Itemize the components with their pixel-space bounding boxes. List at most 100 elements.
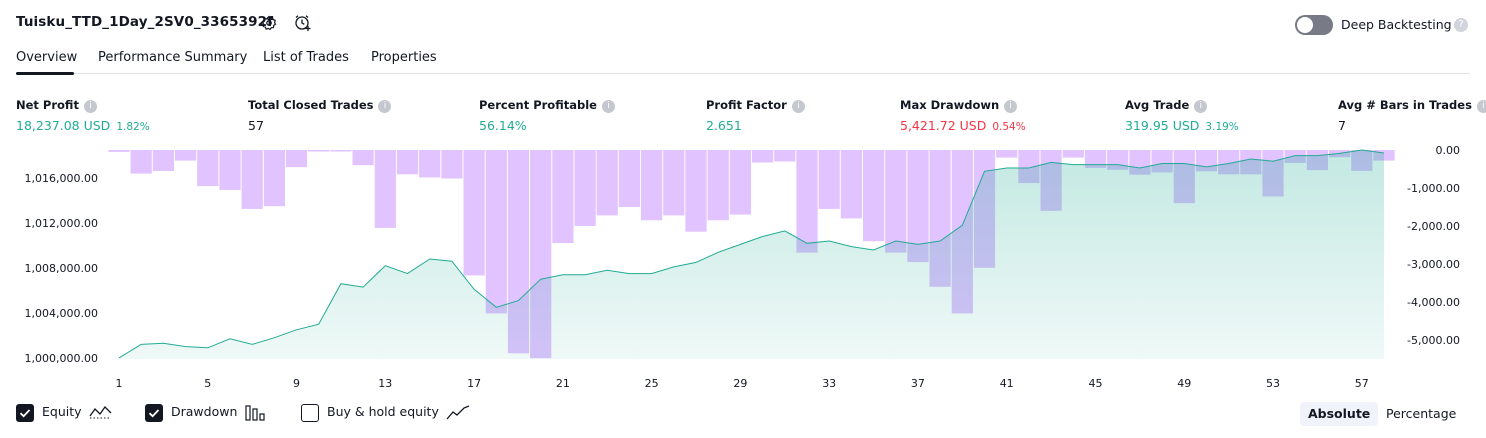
x-axis-tick-label: 9 [293,377,300,390]
x-axis-tick-label: 45 [1089,377,1103,390]
metric-value: 18,237.08 USD [16,118,111,133]
left-axis-tick-label: 1,016,000.00 [25,172,98,185]
buy-hold-line-icon [446,405,470,425]
metric-percent: 0.54% [992,121,1026,133]
drawdown-bar [285,150,308,168]
buy-hold-legend-label: Buy & hold equity [327,404,439,419]
metric-label: Profit Factor [706,98,787,112]
active-tab-indicator [16,72,74,75]
metric-total-closed-trades: Total Closed Trades i 57 [248,94,392,133]
info-icon[interactable]: i [83,100,97,113]
drawdown-bar [752,150,774,163]
info-icon[interactable]: i [1004,100,1018,113]
right-axis-tick-label: -2,000.00 [1407,220,1460,233]
drawdown-bar [330,150,352,152]
settings-icon[interactable] [260,14,278,36]
metric-label: Net Profit [16,98,79,112]
x-axis-tick-label: 25 [645,377,659,390]
drawdown-bars-icon [245,405,267,425]
x-axis-tick-label: 49 [1177,377,1191,390]
drawdown-bar [1084,150,1107,168]
x-axis-tick-label: 21 [556,377,570,390]
drawdown-bar [108,150,130,152]
tab-list-of-trades[interactable]: List of Trades [263,50,349,65]
x-axis-tick-label: 1 [116,377,123,390]
x-axis-tick-label: 33 [822,377,836,390]
x-axis-tick-label: 5 [204,377,211,390]
drawdown-bar [885,150,907,253]
equity-legend-label: Equity [42,404,82,419]
right-axis-tick-label: -5,000.00 [1407,334,1460,347]
x-axis-tick-label: 37 [911,377,925,390]
left-axis-tick-label: 1,004,000.00 [25,307,98,320]
metric-percent-profitable: Percent Profitable i 56.14% [479,94,615,133]
info-icon[interactable]: i [378,100,392,113]
drawdown-bar [663,150,685,216]
metric-net-profit: Net Profit i 18,237.08 USD 1.82% [16,94,150,133]
metric-profit-factor: Profit Factor i 2.651 [706,94,805,133]
equity-drawdown-chart[interactable]: 1,016,000.00 1,012,000.00 1,008,000.00 1,00… [0,140,1486,395]
metric-value: 2.651 [706,118,742,133]
drawdown-bar [707,150,729,221]
drawdown-bar [396,150,419,175]
metric-avg-trade: Avg Trade i 319.95 USD 3.19% [1125,94,1239,133]
info-icon[interactable]: i [791,100,805,113]
add-alert-icon[interactable] [293,13,313,37]
tabs-divider [16,73,1470,74]
x-axis-tick-label: 41 [1000,377,1014,390]
tab-performance-summary[interactable]: Performance Summary [98,50,248,65]
x-axis-tick-label: 57 [1355,377,1369,390]
metric-value: 5,421.72 USD [900,118,987,133]
drawdown-bar [263,150,285,207]
left-axis-tick-label: 1,012,000.00 [25,217,98,230]
metric-percent: 1.82% [116,121,150,133]
equity-area [119,150,1384,359]
x-axis-tick-label: 29 [733,377,747,390]
drawdown-legend-label: Drawdown [171,404,238,419]
metric-avg-bars-in-trades: Avg # Bars in Trades i 7 [1338,94,1486,133]
drawdown-checkbox[interactable] [145,404,163,422]
drawdown-bar [175,150,197,161]
left-axis-tick-label: 1,008,000.00 [25,262,98,275]
right-axis-tick-label: -1,000.00 [1407,182,1460,195]
right-axis-tick-label: 0.00 [1436,144,1461,157]
percentage-mode-button[interactable]: Percentage [1386,406,1457,421]
drawdown-bar [552,150,574,244]
drawdown-bar [152,150,174,171]
x-axis-tick-label: 53 [1266,377,1280,390]
metric-label: Avg # Bars in Trades [1338,98,1472,112]
equity-checkbox[interactable] [16,404,34,422]
drawdown-bar [1062,150,1084,158]
info-icon[interactable]: i [1476,100,1486,113]
drawdown-bar [241,150,263,209]
info-icon[interactable]: i [1194,100,1208,113]
drawdown-bar [618,150,640,207]
drawdown-bar [840,150,862,219]
drawdown-bar [197,150,219,187]
drawdown-bar [463,150,485,276]
tab-properties[interactable]: Properties [371,50,437,65]
metric-percent: 3.19% [1205,121,1239,133]
help-icon[interactable]: ? [1454,18,1468,32]
drawdown-bar [596,150,618,216]
drawdown-bar [441,150,463,179]
metric-max-drawdown: Max Drawdown i 5,421.72 USD 0.54% [900,94,1026,133]
equity-line-icon [89,404,113,424]
drawdown-bar [130,150,152,174]
info-icon[interactable]: i [601,100,615,113]
drawdown-bar [219,150,241,190]
drawdown-bar [419,150,441,178]
tab-overview[interactable]: Overview [16,50,78,65]
metric-label: Avg Trade [1125,98,1190,112]
right-axis-tick-label: -3,000.00 [1407,258,1460,271]
deep-backtesting-toggle[interactable] [1295,15,1333,35]
x-axis-tick-label: 13 [378,377,392,390]
drawdown-bar [818,150,840,209]
right-axis-tick-label: -4,000.00 [1407,296,1460,309]
absolute-mode-button[interactable]: Absolute [1300,402,1379,426]
deep-backtesting-label: Deep Backtesting [1341,17,1452,32]
buy-hold-checkbox[interactable] [301,404,319,422]
equity-line [118,149,1385,359]
x-axis-tick-label: 17 [467,377,481,390]
drawdown-bar [863,150,885,242]
